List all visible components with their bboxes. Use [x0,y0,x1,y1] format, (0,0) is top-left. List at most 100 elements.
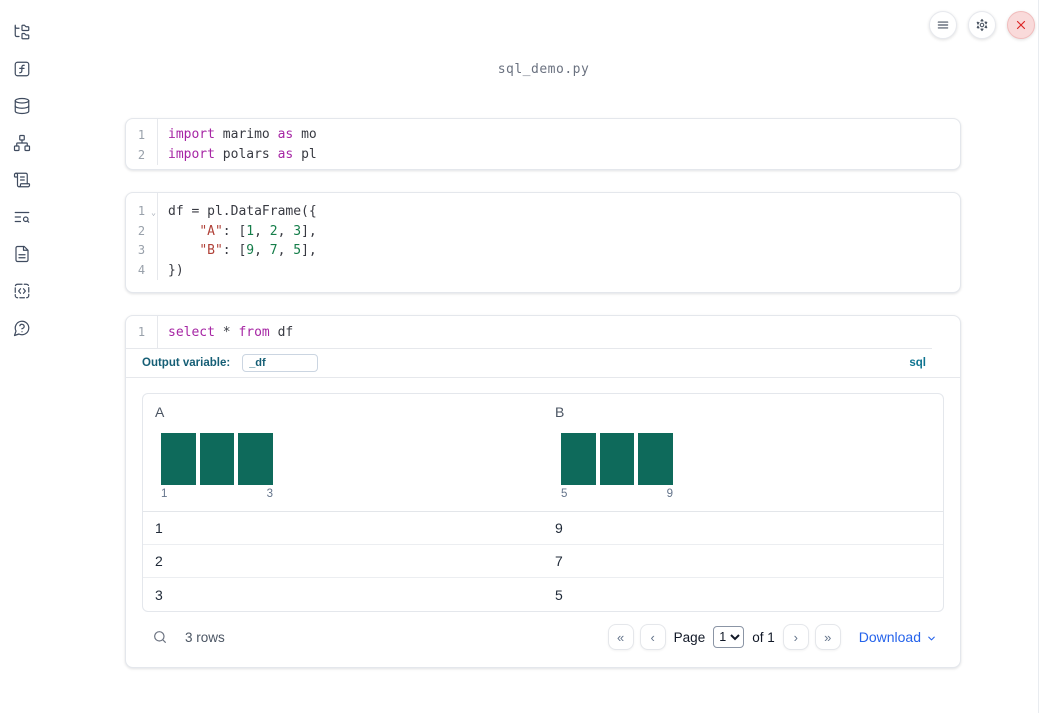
document-icon [15,245,29,263]
code-line[interactable]: import polars as pl [168,147,317,162]
table-cell: 2 [155,553,163,569]
row-count-label: 3 rows [185,629,225,645]
first-page-button[interactable]: « [607,624,634,650]
page-label: Page [673,629,706,645]
sidebar-item-logs[interactable] [10,168,34,192]
prev-page-button[interactable]: ‹ [639,624,666,650]
table-cell: 7 [555,553,563,569]
table-footer: 3 rows « ‹ Page 1 of 1 › » Download [142,621,944,653]
first-page-icon: « [617,629,625,645]
download-button[interactable]: Download [859,629,937,645]
last-page-button[interactable]: » [814,624,841,650]
sidebar-item-variable-search[interactable] [10,205,34,229]
last-page-icon: » [824,629,832,645]
next-page-button[interactable]: › [782,624,809,650]
output-variable-label: Output variable: [142,357,231,369]
code-line[interactable]: df = pl.DataFrame({ [168,204,317,219]
sidebar-item-functions[interactable] [10,57,34,81]
sidebar-item-help[interactable] [10,316,34,340]
dependency-graph-icon [13,134,31,152]
line-number: 4 [137,262,146,277]
output-variable-input[interactable] [242,354,319,372]
line-number: 2 [137,223,146,238]
chevron-down-icon [928,636,935,640]
column-name: A [155,404,165,420]
line-number: 2 [137,148,146,162]
table-search-button[interactable] [152,629,168,645]
page-of-label: of 1 [752,629,775,645]
column-name: B [555,404,565,420]
sidebar-item-dependency-graph[interactable] [10,131,34,155]
shutdown-x-icon [1016,20,1026,30]
histogram-max-label: 3 [266,488,273,500]
code-line[interactable]: "B": [9, 7, 5], [199,243,317,258]
pagination-controls: « ‹ Page 1 of 1 › » Download [607,624,937,650]
histogram-bar [638,433,674,485]
histogram-bar [199,433,235,485]
table-cell: 1 [155,520,163,536]
sidebar-item-snippets[interactable] [10,279,34,303]
code-line[interactable]: select * from df [168,325,294,340]
language-badge: sql [909,357,926,369]
table-cell: 9 [555,520,563,536]
histogram-bar [238,433,274,485]
text-search-icon [14,211,30,223]
line-number-gutter: 1 [126,316,158,348]
line-number: 1 [137,325,146,339]
code-content: import marimo as mo import polars as pl [158,119,960,165]
sidebar-item-file-explorer[interactable] [10,20,34,44]
code-editor[interactable]: 1 ⌄ 2 3 4 df = pl.DataFrame({ "A": [1, 2, 3]… [126,193,960,280]
code-content: df = pl.DataFrame({ "A": [1, 2, 3], "B":… [158,193,960,280]
code-line[interactable]: }) [168,262,184,278]
histogram-bar [161,433,196,485]
file-tree-icon [14,24,30,40]
help-chat-icon [13,320,30,337]
code-line[interactable]: "A": [1, 2, 3], [199,223,317,239]
sidebar-item-datasources[interactable] [10,94,34,118]
table-cell: 5 [555,586,563,603]
histogram-bar [561,433,596,485]
fold-chevron-icon[interactable]: ⌄ [151,208,156,217]
line-number-gutter: 1 ⌄ 2 3 4 [126,193,158,280]
menu-button[interactable] [929,11,957,39]
code-snippets-icon [14,283,30,299]
search-icon [154,631,166,643]
page-select[interactable]: 1 [713,626,745,648]
scrollbar-track [1038,0,1039,713]
line-number: 1 ⌄ [126,202,157,222]
prev-page-icon: ‹ [650,629,655,645]
line-number: 3 [137,243,146,257]
database-icon [14,97,30,115]
shutdown-button[interactable] [1007,11,1035,39]
sidebar-item-documentation[interactable] [10,242,34,266]
menu-icon [937,21,949,29]
settings-button[interactable] [968,11,996,39]
notebook-filename[interactable]: sql_demo.py [497,62,590,77]
function-square-icon [14,61,30,77]
histogram-min-label: 5 [561,488,568,500]
download-label: Download [858,629,921,645]
sql-code-editor[interactable]: 1 select * from df [126,316,932,348]
code-line[interactable]: import marimo as mo [168,127,317,142]
notebook-actions [929,11,1035,39]
sidebar-panel-nav [0,0,44,713]
output-variable-row: Output variable: sql [126,349,960,378]
sql-editor-wrap: 1 select * from df [126,316,932,349]
table-cell: 3 [155,586,163,603]
histogram-min-label: 1 [161,488,168,500]
code-cell-dataframe: 1 ⌄ 2 3 4 df = pl.DataFrame({ "A": [1, 2, 3]… [125,192,961,293]
